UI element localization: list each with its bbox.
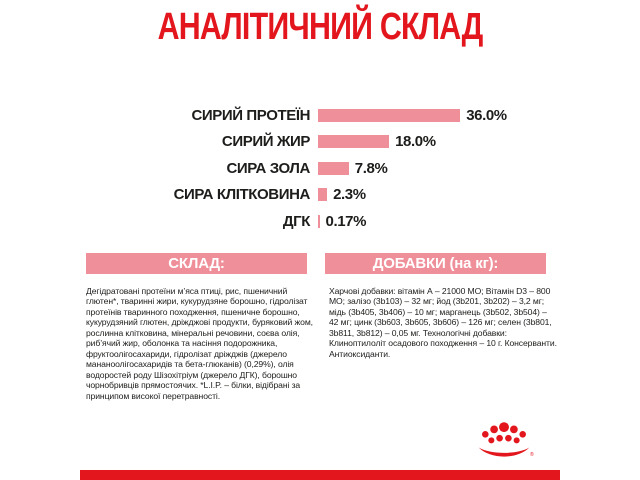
chart-row: СИРА КЛІТКОВИНА 2.3% xyxy=(0,182,640,209)
additives-header: ДОБАВКИ (на кг): xyxy=(325,253,546,274)
chart-bar xyxy=(318,108,461,122)
chart-bar-value: 7.8% xyxy=(354,159,388,177)
composition-body: Дегідратовані протеїни м’яса птиці, рис,… xyxy=(86,286,313,401)
chart-bar-wrap: 7.8% xyxy=(318,159,388,177)
chart-row-label: СИРИЙ ЖИР xyxy=(221,133,310,151)
chart-row-label: ДГК xyxy=(282,212,311,230)
royal-canin-crown-icon xyxy=(471,420,537,464)
chart-row-label: СИРА КЛІТКОВИНА xyxy=(173,186,311,204)
chart-row-label: СИРИЙ ПРОТЕЇН xyxy=(191,106,310,124)
chart-bar-wrap: 36.0% xyxy=(318,107,507,124)
chart-row: СИРА ЗОЛА 7.8% xyxy=(0,155,640,182)
chart-bar-value: 18.0% xyxy=(395,133,436,151)
chart-row: СИРИЙ ЖИР 18.0% xyxy=(0,129,640,156)
composition-header: СКЛАД: xyxy=(86,253,307,274)
chart-bar xyxy=(318,161,349,175)
chart-bar xyxy=(318,188,328,202)
analytical-chart: СИРИЙ ПРОТЕЇН 36.0% СИРИЙ ЖИР 18.0% СИРА ЗОЛ… xyxy=(0,102,640,235)
chart-bar-wrap: 18.0% xyxy=(318,133,436,150)
chart-row: ДГК 0.17% xyxy=(0,208,640,235)
chart-bar xyxy=(318,214,320,228)
registered-mark: ® xyxy=(530,452,534,458)
chart-bar-wrap: 2.3% xyxy=(318,186,366,203)
chart-bar-value: 36.0% xyxy=(466,106,507,124)
chart-bar-wrap: 0.17% xyxy=(318,213,366,230)
chart-row: СИРИЙ ПРОТЕЇН 36.0% xyxy=(0,102,640,129)
chart-bar xyxy=(318,135,390,149)
chart-row-label: СИРА ЗОЛА xyxy=(226,159,310,177)
additives-body: Харчові добавки: вітамін А – 21000 МО; В… xyxy=(329,286,557,359)
bottom-accent-bar xyxy=(80,470,560,480)
page-title: АНАЛІТИЧНИЙ СКЛАД xyxy=(157,6,484,48)
chart-bar-value: 0.17% xyxy=(325,212,367,230)
chart-bar-value: 2.3% xyxy=(333,186,366,204)
